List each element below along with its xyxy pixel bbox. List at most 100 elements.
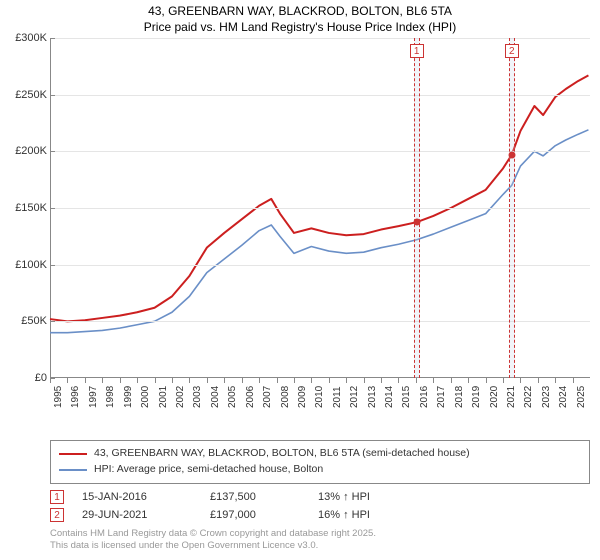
x-tick-label: 2016: [419, 386, 430, 408]
x-tick: [346, 378, 347, 383]
x-tick: [468, 378, 469, 383]
title-line-2: Price paid vs. HM Land Registry's House …: [0, 20, 600, 36]
x-tick-label: 2009: [297, 386, 308, 408]
x-tick-label: 2024: [558, 386, 569, 408]
x-tick-label: 2025: [576, 386, 587, 408]
cell-date: 29-JUN-2021: [82, 509, 192, 521]
x-tick: [416, 378, 417, 383]
x-tick-label: 1998: [105, 386, 116, 408]
x-tick: [189, 378, 190, 383]
y-tick-label: £200K: [15, 145, 47, 157]
table-row: 1 15-JAN-2016 £137,500 13% ↑ HPI: [50, 488, 590, 506]
x-tick-label: 2023: [541, 386, 552, 408]
x-tick-label: 1995: [53, 386, 64, 408]
x-tick-label: 2019: [471, 386, 482, 408]
x-tick: [538, 378, 539, 383]
x-tick-label: 2012: [349, 386, 360, 408]
x-tick: [294, 378, 295, 383]
x-tick-label: 2010: [314, 386, 325, 408]
x-tick-label: 2020: [489, 386, 500, 408]
marker-band: [414, 38, 420, 378]
x-tick-label: 2000: [140, 386, 151, 408]
marker-dot-icon: [508, 151, 515, 158]
chart-container: 43, GREENBARN WAY, BLACKROD, BOLTON, BL6…: [0, 0, 600, 560]
cell-delta: 16% ↑ HPI: [318, 509, 408, 521]
legend-swatch: [59, 469, 87, 471]
marker-band: [509, 38, 515, 378]
footnote: Contains HM Land Registry data © Crown c…: [50, 528, 376, 552]
marker-label-icon: 2: [505, 44, 519, 58]
x-tick: [85, 378, 86, 383]
marker-dot-icon: [413, 219, 420, 226]
x-tick-label: 2008: [280, 386, 291, 408]
legend-label: 43, GREENBARN WAY, BLACKROD, BOLTON, BL6…: [94, 446, 470, 462]
y-tick-label: £0: [35, 372, 47, 384]
series-line-price_paid: [50, 75, 588, 321]
y-tick: [50, 151, 55, 152]
x-tick-label: 2018: [454, 386, 465, 408]
x-tick: [398, 378, 399, 383]
x-tick: [520, 378, 521, 383]
chart-title: 43, GREENBARN WAY, BLACKROD, BOLTON, BL6…: [0, 0, 600, 35]
x-tick-label: 2017: [436, 386, 447, 408]
x-tick: [486, 378, 487, 383]
x-tick-label: 2003: [192, 386, 203, 408]
x-tick: [207, 378, 208, 383]
x-tick-label: 2013: [367, 386, 378, 408]
x-tick: [155, 378, 156, 383]
footnote-line-2: This data is licensed under the Open Gov…: [50, 540, 376, 552]
x-tick-label: 1999: [123, 386, 134, 408]
y-tick: [50, 265, 55, 266]
legend-swatch: [59, 453, 87, 455]
x-tick-label: 1996: [70, 386, 81, 408]
x-tick: [67, 378, 68, 383]
x-tick-label: 2002: [175, 386, 186, 408]
title-line-1: 43, GREENBARN WAY, BLACKROD, BOLTON, BL6…: [0, 4, 600, 20]
legend-label: HPI: Average price, semi-detached house,…: [94, 462, 323, 478]
x-tick-label: 2006: [245, 386, 256, 408]
x-tick: [329, 378, 330, 383]
x-tick-label: 2015: [401, 386, 412, 408]
y-tick-label: £150K: [15, 202, 47, 214]
x-tick-label: 2011: [332, 386, 343, 408]
x-tick: [137, 378, 138, 383]
x-tick: [311, 378, 312, 383]
x-tick-label: 2022: [523, 386, 534, 408]
y-tick-label: £50K: [21, 315, 47, 327]
x-tick: [259, 378, 260, 383]
x-tick: [503, 378, 504, 383]
x-tick: [50, 378, 51, 383]
x-tick: [555, 378, 556, 383]
y-tick: [50, 38, 55, 39]
x-tick: [451, 378, 452, 383]
marker-label-icon: 1: [410, 44, 424, 58]
x-tick: [102, 378, 103, 383]
x-tick: [224, 378, 225, 383]
legend-item-price-paid: 43, GREENBARN WAY, BLACKROD, BOLTON, BL6…: [59, 446, 581, 462]
x-tick: [573, 378, 574, 383]
y-tick-label: £300K: [15, 32, 47, 44]
y-tick: [50, 95, 55, 96]
y-tick-label: £250K: [15, 89, 47, 101]
legend-item-hpi: HPI: Average price, semi-detached house,…: [59, 462, 581, 478]
x-tick: [172, 378, 173, 383]
x-tick: [381, 378, 382, 383]
x-tick-label: 1997: [88, 386, 99, 408]
y-tick: [50, 208, 55, 209]
x-tick-label: 2007: [262, 386, 273, 408]
x-tick-label: 2005: [227, 386, 238, 408]
cell-price: £197,000: [210, 509, 300, 521]
footnote-line-1: Contains HM Land Registry data © Crown c…: [50, 528, 376, 540]
x-tick: [242, 378, 243, 383]
chart-area: £0£50K£100K£150K£200K£250K£300K199519961…: [0, 38, 600, 408]
x-tick-label: 2014: [384, 386, 395, 408]
y-tick: [50, 321, 55, 322]
transactions-table: 1 15-JAN-2016 £137,500 13% ↑ HPI 2 29-JU…: [50, 488, 590, 524]
cell-price: £137,500: [210, 491, 300, 503]
cell-delta: 13% ↑ HPI: [318, 491, 408, 503]
x-tick: [433, 378, 434, 383]
x-tick: [120, 378, 121, 383]
legend: 43, GREENBARN WAY, BLACKROD, BOLTON, BL6…: [50, 440, 590, 484]
y-tick-label: £100K: [15, 259, 47, 271]
x-tick: [364, 378, 365, 383]
